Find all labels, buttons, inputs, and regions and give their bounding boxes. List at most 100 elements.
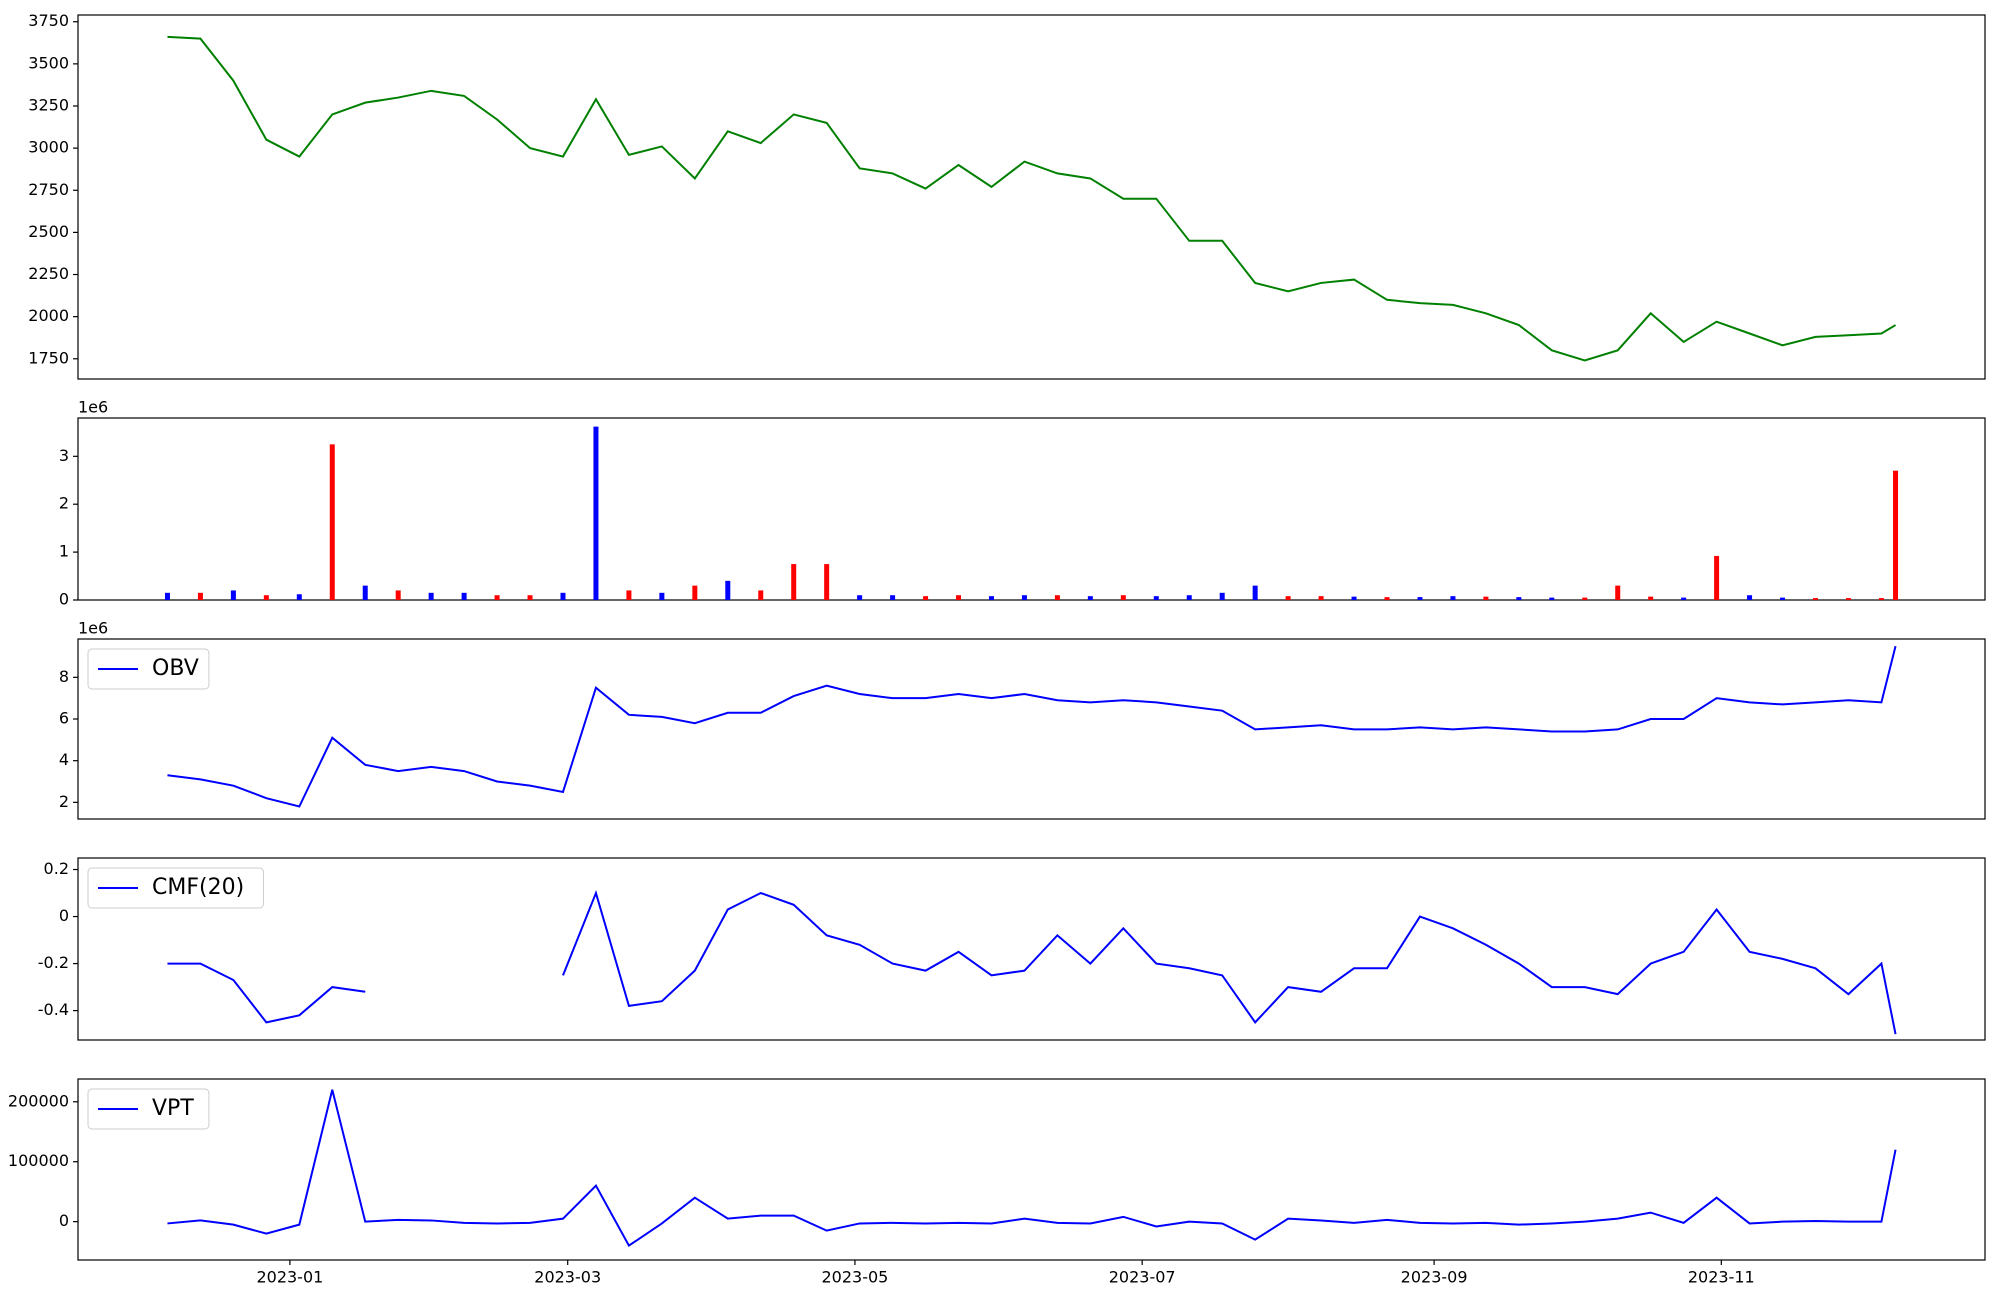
bar: [164, 592, 170, 600]
bar: [791, 564, 797, 600]
axes-frame: [77, 417, 1986, 601]
bar: [1219, 592, 1225, 600]
x-tick-label: 2023-07: [1109, 1268, 1176, 1287]
bar: [1153, 596, 1159, 600]
y-tick-label: 2000: [28, 306, 69, 325]
legend-label: CMF(20): [152, 875, 244, 900]
bar: [1780, 597, 1786, 600]
bar: [725, 580, 731, 600]
y-tick-label: 3750: [28, 11, 69, 30]
bar: [593, 426, 599, 600]
y-tick-label: -0.4: [38, 1000, 69, 1019]
legend-box: [87, 1088, 210, 1130]
y-tick-label: 3250: [28, 96, 69, 115]
y-tick-label: 1: [59, 542, 69, 561]
bar: [1186, 595, 1192, 600]
bar: [1087, 596, 1093, 600]
bar: [263, 595, 269, 600]
legend-box: [87, 648, 210, 690]
bar: [1417, 597, 1423, 600]
bar: [659, 592, 665, 600]
y-tick-label: 100000: [8, 1151, 69, 1170]
y-tick-label: -0.2: [38, 953, 69, 972]
y-tick-label: 8: [59, 667, 69, 686]
data-line: [167, 889, 1897, 1035]
y-tick-label: 2500: [28, 222, 69, 241]
data-line: [167, 1089, 1897, 1248]
axes-frame: [77, 14, 1986, 380]
bar: [857, 595, 863, 600]
bar: [890, 595, 896, 600]
x-tick-label: 2023-05: [821, 1268, 888, 1287]
bar: [461, 592, 467, 600]
bar: [1120, 595, 1126, 600]
y-scale-label: 1e6: [78, 619, 108, 638]
y-tick-label: 0.2: [44, 859, 69, 878]
bar: [494, 595, 500, 600]
bar: [362, 585, 368, 600]
bar: [1450, 596, 1456, 600]
data-line: [167, 645, 1897, 808]
bar: [1714, 555, 1720, 600]
bar: [1252, 585, 1258, 600]
bar: [296, 594, 302, 600]
bar: [1845, 598, 1851, 600]
bar: [1878, 598, 1884, 600]
y-tick-label: 2250: [28, 264, 69, 283]
bar: [1681, 597, 1687, 600]
bar: [560, 592, 566, 600]
bar: [1582, 597, 1588, 600]
bar: [395, 590, 401, 600]
axes-frame: [77, 1078, 1986, 1261]
bar: [1893, 470, 1899, 600]
y-tick-label: 2750: [28, 180, 69, 199]
bar: [1351, 596, 1357, 600]
x-tick-label: 2023-09: [1401, 1268, 1468, 1287]
bar: [824, 564, 830, 600]
bar: [1812, 598, 1818, 600]
y-tick-label: 200000: [8, 1091, 69, 1110]
bar: [1054, 595, 1060, 600]
bar: [1648, 596, 1654, 600]
y-tick-label: 0: [59, 590, 69, 609]
bar: [1384, 597, 1390, 600]
bar: [956, 595, 962, 600]
bar: [1747, 595, 1753, 600]
x-tick-label: 2023-03: [534, 1268, 601, 1287]
x-tick-label: 2023-01: [256, 1268, 323, 1287]
y-tick-label: 3: [59, 446, 69, 465]
bar: [626, 590, 632, 600]
y-tick-label: 1750: [28, 348, 69, 367]
bar: [1483, 596, 1489, 600]
y-tick-label: 0: [59, 1211, 69, 1230]
bar: [230, 590, 236, 600]
bar: [988, 596, 994, 600]
axes-frame: [77, 857, 1986, 1041]
bar: [1516, 597, 1522, 600]
legend-label: VPT: [152, 1096, 194, 1121]
bar: [692, 585, 698, 600]
y-tick-label: 3500: [28, 53, 69, 72]
bar: [758, 590, 764, 600]
bar: [428, 592, 434, 600]
bar: [1285, 596, 1291, 600]
legend-box: [87, 867, 264, 909]
bar: [923, 596, 929, 600]
data-line: [167, 35, 1897, 362]
legend-label: OBV: [152, 656, 199, 681]
y-tick-label: 4: [59, 750, 69, 769]
bar: [329, 444, 335, 600]
y-tick-label: 2: [59, 792, 69, 811]
bar: [1549, 597, 1555, 600]
bar: [1318, 596, 1324, 600]
bar: [1021, 595, 1027, 600]
bar: [197, 592, 203, 600]
y-tick-label: 3000: [28, 138, 69, 157]
x-tick-label: 2023-11: [1688, 1268, 1755, 1287]
y-scale-label: 1e6: [78, 398, 108, 417]
bar: [1615, 585, 1621, 600]
axes-frame: [77, 638, 1986, 820]
y-tick-label: 0: [59, 906, 69, 925]
y-tick-label: 6: [59, 709, 69, 728]
